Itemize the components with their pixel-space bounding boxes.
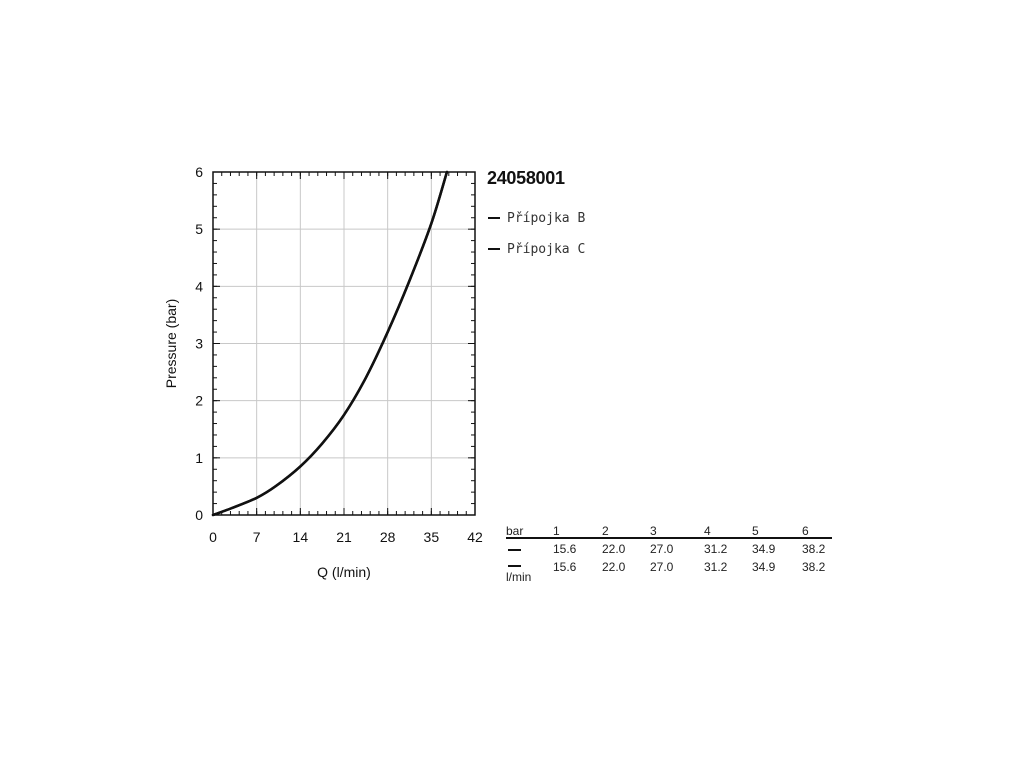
table-cell: 38.2 — [802, 542, 826, 556]
y-tick-labels: 0 1 2 3 4 5 6 — [195, 164, 203, 523]
table-row-swatch — [508, 549, 521, 551]
legend-label-c: Přípojka C — [507, 241, 586, 257]
table-header-cell: 6 — [802, 524, 809, 538]
x-tick-label: 7 — [253, 529, 261, 545]
x-tick-label: 21 — [336, 529, 352, 545]
x-tick-label: 42 — [467, 529, 483, 545]
y-axis-label: Pressure (bar) — [163, 299, 179, 388]
x-tick-label: 0 — [209, 529, 217, 545]
table-cell: 31.2 — [704, 560, 728, 574]
x-tick-label: 14 — [293, 529, 309, 545]
table-row: l/min 15.6 22.0 27.0 31.2 34.9 38.2 — [506, 560, 832, 584]
legend: Přípojka B Přípojka C — [488, 208, 585, 270]
y-tick-label: 1 — [195, 450, 203, 466]
table-cell: 34.9 — [752, 542, 776, 556]
y-tick-label: 2 — [195, 393, 203, 409]
table-header-row: bar 1 2 3 4 5 6 — [506, 524, 832, 539]
y-tick-label: 5 — [195, 221, 203, 237]
table-unit-flow: l/min — [506, 570, 532, 584]
table-row: 15.6 22.0 27.0 31.2 34.9 38.2 — [506, 542, 832, 558]
x-axis-label: Q (l/min) — [317, 564, 371, 580]
chart-id: 24058001 — [487, 168, 565, 188]
table-header-cell: 1 — [553, 524, 560, 538]
y-tick-label: 4 — [195, 278, 203, 294]
legend-swatch-c — [488, 248, 500, 250]
table-header-cell: 5 — [752, 524, 759, 538]
table-cell: 27.0 — [650, 560, 674, 574]
grid-lines — [213, 172, 475, 515]
table-cell: 34.9 — [752, 560, 776, 574]
y-tick-label: 3 — [195, 336, 203, 352]
table-cell: 27.0 — [650, 542, 674, 556]
table-cell: 15.6 — [553, 560, 577, 574]
legend-item-b: Přípojka B — [488, 208, 585, 228]
table-cell: 38.2 — [802, 560, 826, 574]
x-tick-label: 28 — [380, 529, 396, 545]
series-lines — [211, 170, 449, 517]
table-header-cell: 4 — [704, 524, 711, 538]
table-cell: 15.6 — [553, 542, 577, 556]
table-cell: 22.0 — [602, 560, 626, 574]
y-tick-label: 6 — [195, 164, 203, 180]
series-line-c — [211, 170, 449, 517]
table-row-swatch — [508, 565, 521, 567]
legend-label-b: Přípojka B — [507, 210, 586, 226]
flow-table: bar 1 2 3 4 5 6 15.6 22.0 27.0 31.2 34.9… — [506, 524, 832, 584]
legend-item-c: Přípojka C — [488, 239, 585, 259]
legend-swatch-b — [488, 217, 500, 219]
y-tick-label: 0 — [195, 507, 203, 523]
table-unit-pressure: bar — [506, 524, 524, 538]
x-tick-labels: 0 7 14 21 28 35 42 — [209, 529, 483, 545]
table-header-cell: 3 — [650, 524, 657, 538]
table-cell: 22.0 — [602, 542, 626, 556]
major-ticks — [212, 171, 476, 516]
table-cell: 31.2 — [704, 542, 728, 556]
table-header-cell: 2 — [602, 524, 609, 538]
x-tick-label: 35 — [424, 529, 440, 545]
